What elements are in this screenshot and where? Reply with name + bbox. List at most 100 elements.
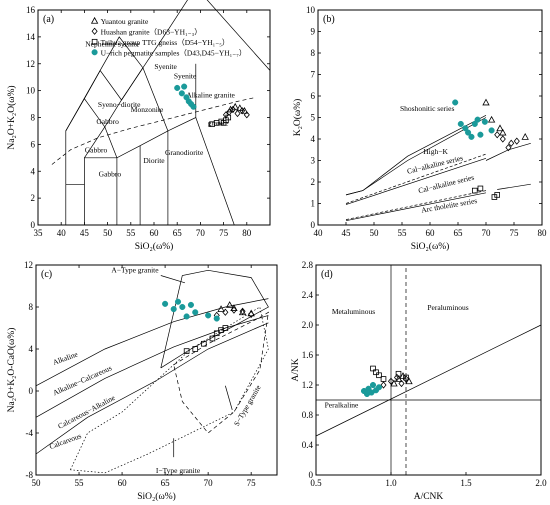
y-tick-label: 8: [311, 48, 316, 58]
data-point: [213, 330, 220, 337]
legend-entry: Taihua group TTG gneiss（D54−YH₁₋₅）: [101, 38, 230, 47]
field-label: Syenite: [174, 72, 197, 81]
data-point: [405, 377, 413, 385]
x-tick-label: 75: [219, 228, 229, 238]
data-point: [393, 373, 401, 382]
panel-label: (c): [41, 269, 52, 280]
data-point: [380, 376, 387, 382]
field-label: Calcareous: [48, 431, 82, 451]
boundary-extension-low: [497, 183, 531, 190]
data-point: [239, 107, 246, 115]
calc-alk-boundary: [35, 322, 269, 455]
data-point: [205, 312, 212, 319]
x-tick-label: 65: [161, 478, 171, 488]
y-tick-label: 2.8: [302, 260, 314, 270]
x-tick-label: 70: [482, 228, 492, 238]
classification-boundary: [65, 0, 188, 185]
boundary-extension: [485, 142, 531, 161]
data-point: [477, 185, 484, 192]
data-point: [373, 369, 379, 376]
x-tick-label: 65: [173, 228, 183, 238]
data-point: [471, 187, 478, 194]
x-axis-label: SiO₂(ω%): [411, 241, 450, 252]
field-label: Calcareous−Alkaline: [56, 393, 117, 431]
x-tick-label: 45: [342, 228, 352, 238]
data-point: [380, 381, 387, 389]
x-tick-label: 50: [370, 228, 380, 238]
y-tick-label: 7: [311, 70, 316, 80]
series-diamond: [213, 306, 255, 320]
plot-frame: [35, 264, 278, 476]
x-tick-label: 2.0: [535, 478, 547, 488]
y-tick-label: -4: [26, 428, 34, 438]
legend-entry: Huashan granite（D63−YH₁₋₃）: [101, 27, 202, 36]
data-point: [494, 131, 501, 139]
data-point: [375, 384, 383, 391]
y-tick-label: 6: [311, 91, 316, 101]
classification-boundary: [206, 0, 271, 71]
y-tick-label: 12: [26, 59, 35, 69]
y-tick-label: 10: [26, 86, 36, 96]
x-tick-label: 60: [150, 228, 160, 238]
y-tick-label: 0.4: [302, 440, 314, 450]
data-point: [201, 340, 207, 347]
panel-d: 0.5 1.0 1.5 2.0 0 0.4 0.8 1.2 1.6 2.0 2.4 2.8 A/CNK A…: [291, 260, 547, 502]
high-k-boundary: [345, 157, 487, 205]
data-point: [162, 300, 169, 307]
legend-marker: [91, 27, 98, 35]
y-tick-label: 3: [311, 156, 316, 166]
y-tick-label: -8: [26, 470, 34, 480]
field-label: Granodiorite: [165, 148, 204, 157]
x-tick-label: 55: [75, 478, 85, 488]
data-point: [462, 125, 469, 132]
data-point: [239, 307, 246, 315]
data-point: [234, 109, 241, 118]
data-point: [488, 127, 495, 134]
y-tick-label: 10: [306, 5, 316, 15]
y-tick-label: 4: [31, 166, 36, 176]
shoshonitic-boundary-upper: [345, 114, 487, 196]
annotation-a-type: A−Type granite: [111, 265, 159, 274]
field-label: Diorite: [143, 156, 165, 165]
panel-label: (d): [321, 269, 333, 280]
data-point: [187, 301, 194, 308]
data-point: [192, 309, 199, 316]
i-type-field: [70, 306, 269, 474]
x-tick-label: 50: [32, 478, 42, 488]
data-point: [217, 305, 225, 313]
x-tick-label: 65: [454, 228, 464, 238]
data-point: [181, 83, 188, 90]
y-tick-label: 14: [26, 32, 36, 42]
data-point: [508, 139, 515, 147]
y-tick-label: 5: [311, 113, 316, 123]
classification-boundary: [65, 130, 169, 186]
field-label: Monzonite: [131, 105, 164, 114]
x-tick-label: 70: [204, 478, 214, 488]
field-label: Syenite: [154, 62, 177, 71]
y-axis-label: A/NK: [291, 358, 301, 381]
field-label: Alkaline−Calcareous: [52, 363, 114, 397]
data-point: [370, 365, 376, 372]
data-point: [477, 131, 484, 138]
x-tick-label: 35: [34, 228, 44, 238]
data-point: [395, 370, 402, 377]
calc-alkaline-boundary-2: [345, 190, 487, 220]
data-point: [369, 381, 377, 389]
data-point: [398, 379, 405, 388]
field-label: Peralkaline: [325, 401, 359, 410]
data-point: [174, 298, 182, 305]
data-point: [376, 372, 382, 379]
y-tick-label: 2.4: [302, 290, 314, 300]
field-label: Alkaline: [52, 349, 80, 367]
alk-calc-boundary: [35, 315, 269, 418]
data-point: [452, 99, 459, 106]
field-label: Peraluminous: [427, 303, 468, 312]
x-tick-label: 55: [398, 228, 408, 238]
legend-marker: [91, 49, 98, 56]
y-tick-label: 1: [311, 199, 316, 209]
data-point: [481, 118, 488, 125]
data-point: [499, 135, 506, 143]
y-axis-label: Na₂O+K₂O-CaO(ω%): [6, 328, 17, 413]
panel-b: 40 45 50 55 60 65 70 75 80012345678910SiO₂(ω%)K₂…: [292, 5, 547, 252]
y-tick-label: 0: [309, 470, 314, 480]
